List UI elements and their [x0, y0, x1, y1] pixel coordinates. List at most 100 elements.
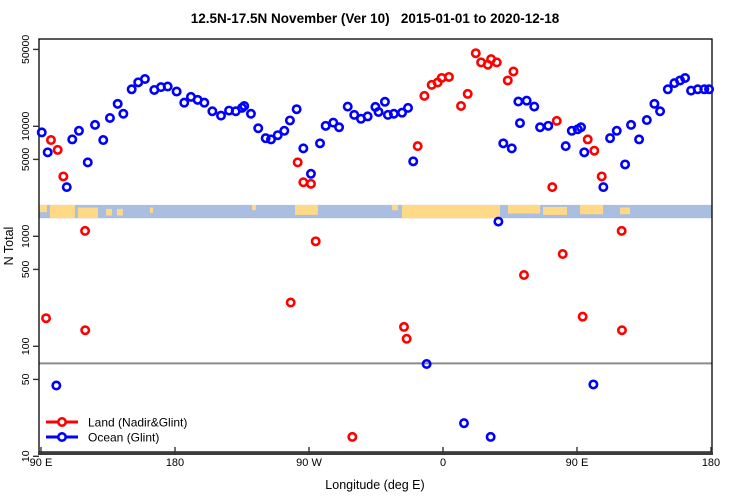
ocean-point [560, 141, 571, 152]
map-strip-land [49, 204, 75, 219]
ocean-point [245, 108, 256, 119]
ocean-point [298, 143, 309, 154]
map-strip-land [620, 207, 631, 215]
map-strip-land [116, 208, 123, 216]
y-tick-label: 5000 [20, 148, 32, 172]
ocean-point [408, 156, 419, 167]
y-tick-label: 50 [20, 373, 32, 385]
ocean-point [272, 130, 283, 141]
ocean-point [498, 138, 509, 149]
map-strip-ocean [39, 204, 712, 219]
ocean-point [513, 96, 524, 107]
ocean-point [36, 127, 47, 138]
ocean-point [598, 182, 609, 193]
land-point [551, 115, 562, 126]
ocean-point [535, 122, 546, 133]
ocean-point [506, 143, 517, 154]
ocean-point [458, 418, 469, 429]
ocean-point [239, 100, 250, 111]
land-point [285, 297, 296, 308]
land-point [582, 134, 593, 145]
ocean-point [61, 182, 72, 193]
ocean-point [588, 379, 599, 390]
ocean-point [362, 111, 373, 122]
ocean-point [126, 84, 137, 95]
ocean-point [543, 120, 554, 131]
map-strip-land [39, 204, 47, 213]
ocean-point [82, 157, 93, 168]
ocean-point [403, 102, 414, 113]
ocean-point [67, 134, 78, 145]
ocean-point [662, 84, 673, 95]
land-point [577, 311, 588, 322]
land-point [45, 135, 56, 146]
land-point [470, 48, 481, 59]
ocean-point [253, 123, 264, 134]
land-point [58, 171, 69, 182]
land-point [596, 171, 607, 182]
x-tick-label: 180 [702, 457, 720, 469]
map-strip-land [543, 206, 568, 215]
legend-marker [56, 416, 67, 427]
ocean-point [655, 106, 666, 117]
ocean-point [291, 104, 302, 115]
map-strip-land [295, 204, 318, 215]
land-point [398, 321, 409, 332]
ocean-point [521, 95, 532, 106]
ocean-point [620, 159, 631, 170]
ocean-point [98, 135, 109, 146]
ocean-point [90, 119, 101, 130]
land-point [80, 225, 91, 236]
ocean-point [485, 431, 496, 442]
legend-marker [56, 431, 67, 442]
ocean-point [260, 133, 271, 144]
map-strip-land [391, 204, 399, 211]
y-tick-label: 1000 [20, 224, 32, 248]
ocean-point [704, 84, 715, 95]
ocean-point [42, 147, 53, 158]
ocean-point [112, 98, 123, 109]
y-tick-label: 10000 [20, 112, 32, 141]
land-point [419, 90, 430, 101]
ocean-point [680, 72, 691, 83]
land-point [616, 225, 627, 236]
land-point [305, 178, 316, 189]
x-tick-label: 0 [440, 457, 446, 469]
land-point [443, 71, 454, 82]
land-point [491, 57, 502, 68]
land-point [347, 431, 358, 442]
x-tick-label: 180 [166, 457, 184, 469]
ocean-point [315, 138, 326, 149]
ocean-point [579, 147, 590, 158]
ocean-point [162, 81, 173, 92]
land-point [80, 325, 91, 336]
ocean-point [51, 380, 62, 391]
x-tick-label: 90 W [296, 457, 322, 469]
ocean-point [421, 359, 432, 370]
x-tick-label: 90 E [30, 457, 53, 469]
ocean-point [207, 106, 218, 117]
ocean-point [73, 125, 84, 136]
ocean-point [493, 216, 504, 227]
map-strip-land [106, 208, 113, 216]
legend-label: Ocean (Glint) [88, 431, 159, 445]
land-point [52, 144, 63, 155]
ocean-point [216, 110, 227, 121]
map-strip-land [579, 204, 604, 215]
land-point [557, 249, 568, 260]
ocean-point [104, 112, 115, 123]
y-tick-label: 50000 [20, 35, 32, 64]
ocean-point [305, 168, 316, 179]
y-axis-title: N Total [2, 227, 16, 266]
ocean-point [605, 133, 616, 144]
land-point [412, 141, 423, 152]
ocean-point [626, 119, 637, 130]
land-point [508, 66, 519, 77]
ocean-point [118, 108, 129, 119]
land-point [518, 269, 529, 280]
land-point [310, 236, 321, 247]
ocean-point [342, 101, 353, 112]
ocean-point [649, 98, 660, 109]
y-tick-label: 500 [20, 260, 32, 278]
